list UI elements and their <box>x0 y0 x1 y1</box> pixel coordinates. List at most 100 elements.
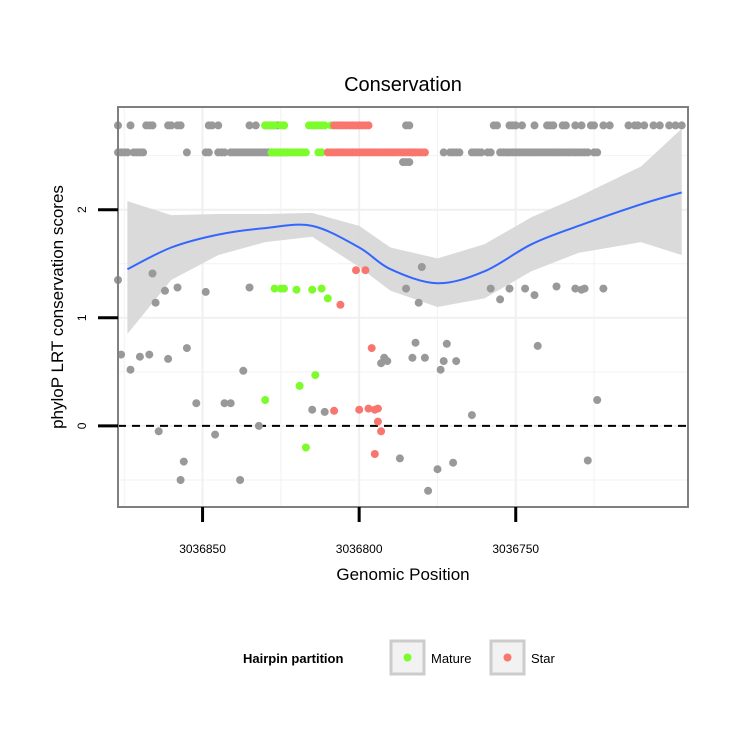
y-tick-label: 2 <box>75 206 89 213</box>
point-star <box>330 406 339 415</box>
point-star <box>336 300 345 309</box>
point-other <box>477 148 486 157</box>
point-star <box>364 121 373 130</box>
point-mature <box>317 284 326 293</box>
point-other <box>182 148 191 157</box>
point-other <box>433 465 442 474</box>
point-mature <box>261 396 270 404</box>
point-star <box>352 266 360 275</box>
point-other <box>424 486 433 495</box>
point-other <box>665 121 674 130</box>
point-other <box>593 148 602 157</box>
point-other <box>402 284 411 293</box>
point-other <box>571 121 580 130</box>
legend-label-mature: Mature <box>431 651 471 666</box>
point-other <box>135 352 144 361</box>
point-other <box>167 121 176 130</box>
point-star <box>364 404 373 413</box>
point-other <box>383 357 392 366</box>
y-axis-title: phyloP LRT conservation scores <box>48 185 67 429</box>
point-star <box>355 405 364 414</box>
point-other <box>251 121 260 130</box>
point-other <box>571 284 580 293</box>
point-other <box>148 269 157 278</box>
point-star <box>370 450 379 458</box>
point-other <box>486 284 495 293</box>
plot-border <box>117 106 689 508</box>
point-star <box>373 417 382 426</box>
point-other <box>245 283 254 292</box>
point-other <box>439 148 448 157</box>
point-other <box>308 405 317 414</box>
point-other <box>148 121 157 130</box>
legend-key-star-dot <box>503 653 512 662</box>
point-other <box>521 284 530 293</box>
y-tick-label: 1 <box>75 314 89 321</box>
point-other <box>452 357 461 366</box>
y-tick-label: 0 <box>75 422 89 429</box>
point-other <box>493 121 501 130</box>
point-other <box>505 284 514 293</box>
point-mature <box>323 294 332 303</box>
plot-panel <box>118 107 688 507</box>
point-other <box>590 121 598 130</box>
point-mature <box>280 121 288 130</box>
point-other <box>671 121 680 130</box>
legend-key-mature-dot <box>403 653 412 662</box>
point-other <box>176 121 185 130</box>
point-other <box>320 407 329 416</box>
point-other <box>605 121 614 130</box>
point-other <box>599 284 608 293</box>
point-other <box>254 421 263 430</box>
point-other <box>245 121 254 130</box>
point-other <box>649 121 658 130</box>
point-other <box>442 339 451 348</box>
point-other <box>436 365 445 374</box>
point-other <box>624 121 633 130</box>
point-mature <box>295 381 304 390</box>
point-other <box>530 121 539 130</box>
point-mature <box>270 284 279 293</box>
chart-title: Conservation <box>344 74 462 96</box>
point-star <box>420 148 429 157</box>
point-other <box>226 399 235 408</box>
point-other <box>204 148 213 157</box>
point-other <box>126 121 135 130</box>
point-mature <box>308 285 317 294</box>
point-other <box>411 338 420 347</box>
point-other <box>633 121 642 130</box>
point-other <box>179 457 188 466</box>
point-other <box>518 121 526 130</box>
legend-label-star: Star <box>531 651 556 666</box>
data-points-layer <box>114 121 686 495</box>
point-other <box>455 148 464 157</box>
x-tick-label: 3036850 <box>179 542 226 556</box>
point-other <box>677 121 686 130</box>
point-other <box>236 476 245 484</box>
point-other <box>117 350 126 359</box>
point-other <box>640 121 649 130</box>
point-other <box>208 121 216 130</box>
point-other <box>201 287 210 296</box>
point-other <box>405 121 414 130</box>
point-other <box>126 365 135 374</box>
x-tick-label: 3036800 <box>336 542 383 556</box>
x-axis-title: Genomic Position <box>336 565 469 584</box>
point-other <box>164 354 173 363</box>
point-other <box>467 411 476 420</box>
point-other <box>577 121 586 130</box>
legend-title: Hairpin partition <box>243 651 343 666</box>
point-mature <box>317 148 326 157</box>
point-mature <box>320 121 329 130</box>
point-other <box>655 121 664 130</box>
point-other <box>530 291 539 300</box>
point-other <box>220 399 229 408</box>
smooth-line <box>126 191 682 285</box>
point-other <box>486 148 495 157</box>
point-other <box>593 396 602 404</box>
point-other <box>161 286 169 295</box>
point-mature <box>301 148 310 157</box>
point-other <box>580 284 589 293</box>
point-mature <box>301 443 310 452</box>
